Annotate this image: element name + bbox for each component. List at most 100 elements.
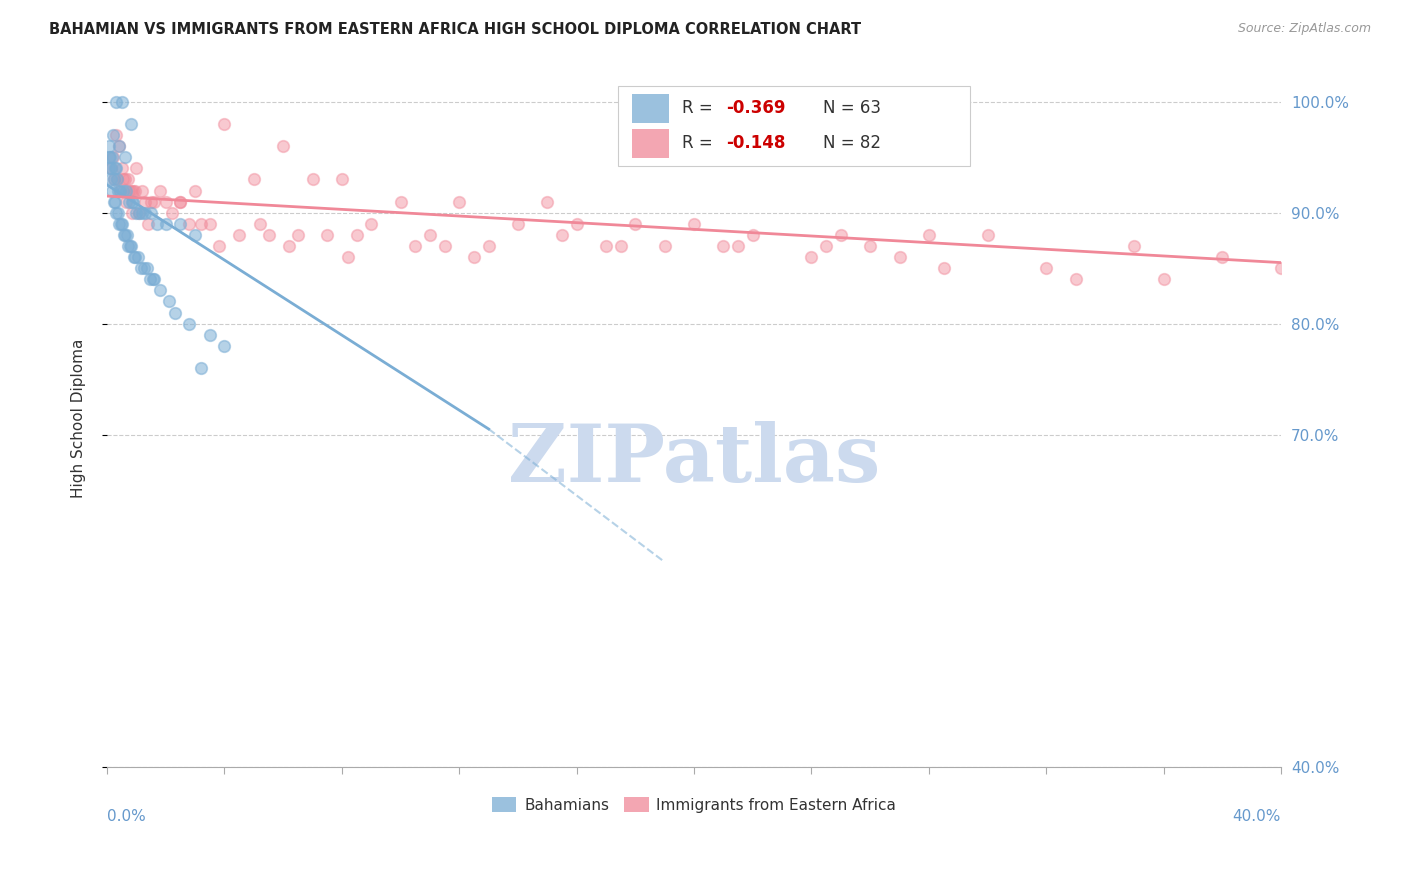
Point: [1064, 272, 1087, 286]
Point: [122, 250, 145, 264]
Point: [155, 217, 177, 231]
Point: [131, 205, 153, 219]
Point: [249, 217, 271, 231]
Point: [115, 227, 138, 242]
Point: [110, 184, 132, 198]
Point: [114, 227, 136, 242]
Point: [120, 184, 142, 198]
Point: [124, 184, 146, 198]
Point: [163, 305, 186, 319]
Point: [146, 217, 169, 231]
Point: [104, 161, 127, 176]
Point: [179, 217, 201, 231]
Point: [111, 95, 134, 109]
Point: [169, 194, 191, 209]
Point: [190, 361, 212, 376]
Point: [118, 184, 141, 198]
Point: [114, 150, 136, 164]
Text: -0.369: -0.369: [725, 99, 786, 118]
Point: [111, 161, 134, 176]
Point: [138, 272, 160, 286]
Point: [103, 172, 125, 186]
Point: [142, 272, 165, 286]
Point: [713, 239, 735, 253]
Point: [184, 184, 207, 198]
Point: [139, 205, 162, 219]
Point: [118, 194, 141, 209]
Point: [105, 205, 128, 219]
Point: [125, 205, 148, 219]
Point: [103, 172, 125, 186]
Point: [104, 95, 127, 109]
Point: [609, 239, 631, 253]
FancyBboxPatch shape: [631, 128, 669, 158]
Point: [114, 172, 136, 186]
Point: [100, 161, 122, 176]
Point: [815, 239, 838, 253]
Point: [105, 172, 128, 186]
Point: [1270, 261, 1292, 276]
Point: [100, 172, 122, 186]
Point: [129, 261, 152, 276]
Point: [243, 172, 266, 186]
Point: [330, 172, 353, 186]
Point: [120, 239, 142, 253]
Point: [98, 139, 121, 153]
Point: [135, 261, 157, 276]
Point: [463, 250, 485, 264]
Point: [389, 194, 412, 209]
FancyBboxPatch shape: [617, 86, 970, 166]
Point: [101, 128, 124, 142]
Point: [1153, 272, 1175, 286]
Point: [336, 250, 359, 264]
Point: [1035, 261, 1057, 276]
FancyBboxPatch shape: [631, 94, 669, 123]
Point: [404, 239, 426, 253]
Text: 0.0%: 0.0%: [107, 809, 146, 824]
Point: [595, 239, 617, 253]
Point: [101, 184, 124, 198]
Point: [830, 227, 852, 242]
Point: [104, 194, 127, 209]
Point: [101, 150, 124, 164]
Point: [551, 227, 574, 242]
Point: [149, 283, 172, 297]
Point: [278, 239, 301, 253]
Point: [228, 227, 250, 242]
Point: [124, 250, 146, 264]
Point: [190, 217, 212, 231]
Point: [98, 161, 121, 176]
Point: [131, 184, 153, 198]
Point: [565, 217, 588, 231]
Point: [98, 150, 121, 164]
Point: [506, 217, 529, 231]
Point: [346, 227, 368, 242]
Point: [169, 217, 191, 231]
Point: [157, 294, 180, 309]
Point: [287, 227, 309, 242]
Point: [316, 227, 339, 242]
Point: [115, 194, 138, 209]
Point: [654, 239, 676, 253]
Point: [179, 317, 201, 331]
Point: [143, 194, 166, 209]
Point: [125, 161, 148, 176]
Point: [107, 205, 129, 219]
Point: [122, 194, 145, 209]
Point: [889, 250, 911, 264]
Point: [118, 239, 141, 253]
Point: [134, 205, 156, 219]
Point: [104, 161, 127, 176]
Point: [111, 217, 134, 231]
Point: [800, 250, 823, 264]
Point: [136, 217, 159, 231]
Point: [741, 227, 763, 242]
Point: [105, 172, 128, 186]
Point: [110, 184, 132, 198]
Point: [360, 217, 382, 231]
Point: [257, 227, 280, 242]
Point: [128, 205, 150, 219]
Point: [1211, 250, 1233, 264]
Legend: Bahamians, Immigrants from Eastern Africa: Bahamians, Immigrants from Eastern Afric…: [486, 791, 903, 819]
Point: [121, 205, 143, 219]
